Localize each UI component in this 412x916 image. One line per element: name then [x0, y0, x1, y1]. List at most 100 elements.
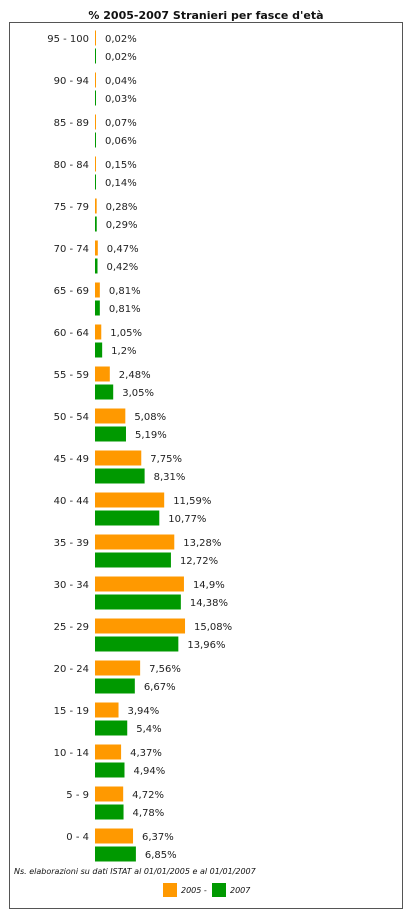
data-label: 4,37%	[130, 748, 162, 759]
bar-2005-0-4	[95, 828, 134, 844]
data-label: 4,94%	[133, 766, 165, 777]
data-label: 12,72%	[180, 556, 218, 567]
category-label: 5 - 9	[66, 790, 89, 801]
bar-2005-30-34	[95, 576, 184, 592]
bar-2005-25-29	[95, 618, 186, 634]
data-label: 5,19%	[135, 430, 167, 441]
category-label: 25 - 29	[54, 622, 89, 633]
category-label: 75 - 79	[54, 202, 89, 213]
bar-2005-65-69	[95, 282, 100, 298]
data-label: 2,48%	[119, 370, 151, 381]
data-label: 11,59%	[173, 496, 211, 507]
data-label: 0,81%	[109, 304, 141, 315]
bar-2005-95-100	[95, 30, 96, 46]
data-label: 3,05%	[122, 388, 154, 399]
bar-2007-85-89	[95, 132, 96, 148]
legend-label: 2005 -	[181, 886, 207, 895]
bar-2007-65-69	[95, 300, 100, 316]
data-label: 6,37%	[142, 832, 174, 843]
bar-2005-60-64	[95, 324, 102, 340]
data-label: 1,05%	[110, 328, 142, 339]
data-label: 0,04%	[105, 76, 137, 87]
bar-2005-75-79	[95, 198, 97, 214]
data-label: 15,08%	[194, 622, 232, 633]
data-label: 13,28%	[183, 538, 221, 549]
data-label: 3,94%	[128, 706, 160, 717]
category-label: 85 - 89	[54, 118, 89, 129]
data-label: 0,02%	[105, 52, 137, 63]
bar-2005-80-84	[95, 156, 96, 172]
bar-2005-35-39	[95, 534, 175, 550]
bar-2007-5-9	[95, 804, 124, 820]
category-label: 40 - 44	[54, 496, 89, 507]
bar-2007-0-4	[95, 846, 136, 862]
data-label: 13,96%	[187, 640, 225, 651]
data-label: 7,56%	[149, 664, 181, 675]
bar-2005-55-59	[95, 366, 110, 382]
category-label: 45 - 49	[54, 454, 89, 465]
category-label: 0 - 4	[66, 832, 89, 843]
category-label: 65 - 69	[54, 286, 89, 297]
data-label: 14,9%	[193, 580, 225, 591]
bar-2007-10-14	[95, 762, 125, 778]
bar-2007-20-24	[95, 678, 135, 694]
data-label: 5,4%	[136, 724, 161, 735]
category-label: 70 - 74	[54, 244, 89, 255]
bar-2007-50-54	[95, 426, 126, 442]
legend-swatch-2007	[212, 883, 226, 897]
bar-2005-45-49	[95, 450, 142, 466]
category-label: 90 - 94	[54, 76, 89, 87]
data-label: 0,07%	[105, 118, 137, 129]
bar-2005-20-24	[95, 660, 141, 676]
data-label: 0,29%	[106, 220, 138, 231]
bar-2007-60-64	[95, 342, 103, 358]
bar-2005-5-9	[95, 786, 124, 802]
data-label: 0,28%	[106, 202, 138, 213]
bar-2005-90-94	[95, 72, 96, 88]
data-label: 0,47%	[107, 244, 139, 255]
category-label: 20 - 24	[54, 664, 89, 675]
bar-2007-80-84	[95, 174, 96, 190]
data-label: 8,31%	[154, 472, 186, 483]
data-label: 0,02%	[105, 34, 137, 45]
data-label: 1,2%	[111, 346, 136, 357]
bar-2007-95-100	[95, 48, 96, 64]
data-label: 7,75%	[150, 454, 182, 465]
data-label: 5,08%	[134, 412, 166, 423]
category-label: 80 - 84	[54, 160, 89, 171]
data-label: 0,06%	[105, 136, 137, 147]
bar-2007-70-74	[95, 258, 98, 274]
data-label: 14,38%	[190, 598, 228, 609]
chart-frame	[9, 22, 403, 909]
bar-2005-40-44	[95, 492, 165, 508]
legend-swatch-2005	[163, 883, 177, 897]
chart-title: % 2005-2007 Stranieri per fasce d'età	[88, 9, 324, 22]
data-label: 4,72%	[132, 790, 164, 801]
bar-2007-55-59	[95, 384, 114, 400]
data-label: 0,14%	[105, 178, 137, 189]
legend-label: 2007	[230, 886, 251, 895]
data-label: 0,42%	[107, 262, 139, 273]
bar-2005-70-74	[95, 240, 98, 256]
category-label: 35 - 39	[54, 538, 89, 549]
bar-2007-30-34	[95, 594, 181, 610]
bar-2005-15-19	[95, 702, 119, 718]
source-note: Ns. elaborazioni su dati ISTAT al 01/01/…	[14, 867, 257, 876]
category-label: 10 - 14	[54, 748, 89, 759]
data-label: 0,81%	[109, 286, 141, 297]
data-label: 0,03%	[105, 94, 137, 105]
bar-2007-90-94	[95, 90, 96, 106]
bar-2007-25-29	[95, 636, 179, 652]
category-label: 50 - 54	[54, 412, 89, 423]
category-label: 55 - 59	[54, 370, 89, 381]
bar-2007-35-39	[95, 552, 171, 568]
category-label: 60 - 64	[54, 328, 89, 339]
data-label: 6,85%	[145, 850, 177, 861]
bar-2005-85-89	[95, 114, 96, 130]
bar-2007-45-49	[95, 468, 145, 484]
data-label: 0,15%	[105, 160, 137, 171]
data-label: 4,78%	[133, 808, 165, 819]
category-label: 95 - 100	[47, 34, 89, 45]
bar-2007-75-79	[95, 216, 97, 232]
